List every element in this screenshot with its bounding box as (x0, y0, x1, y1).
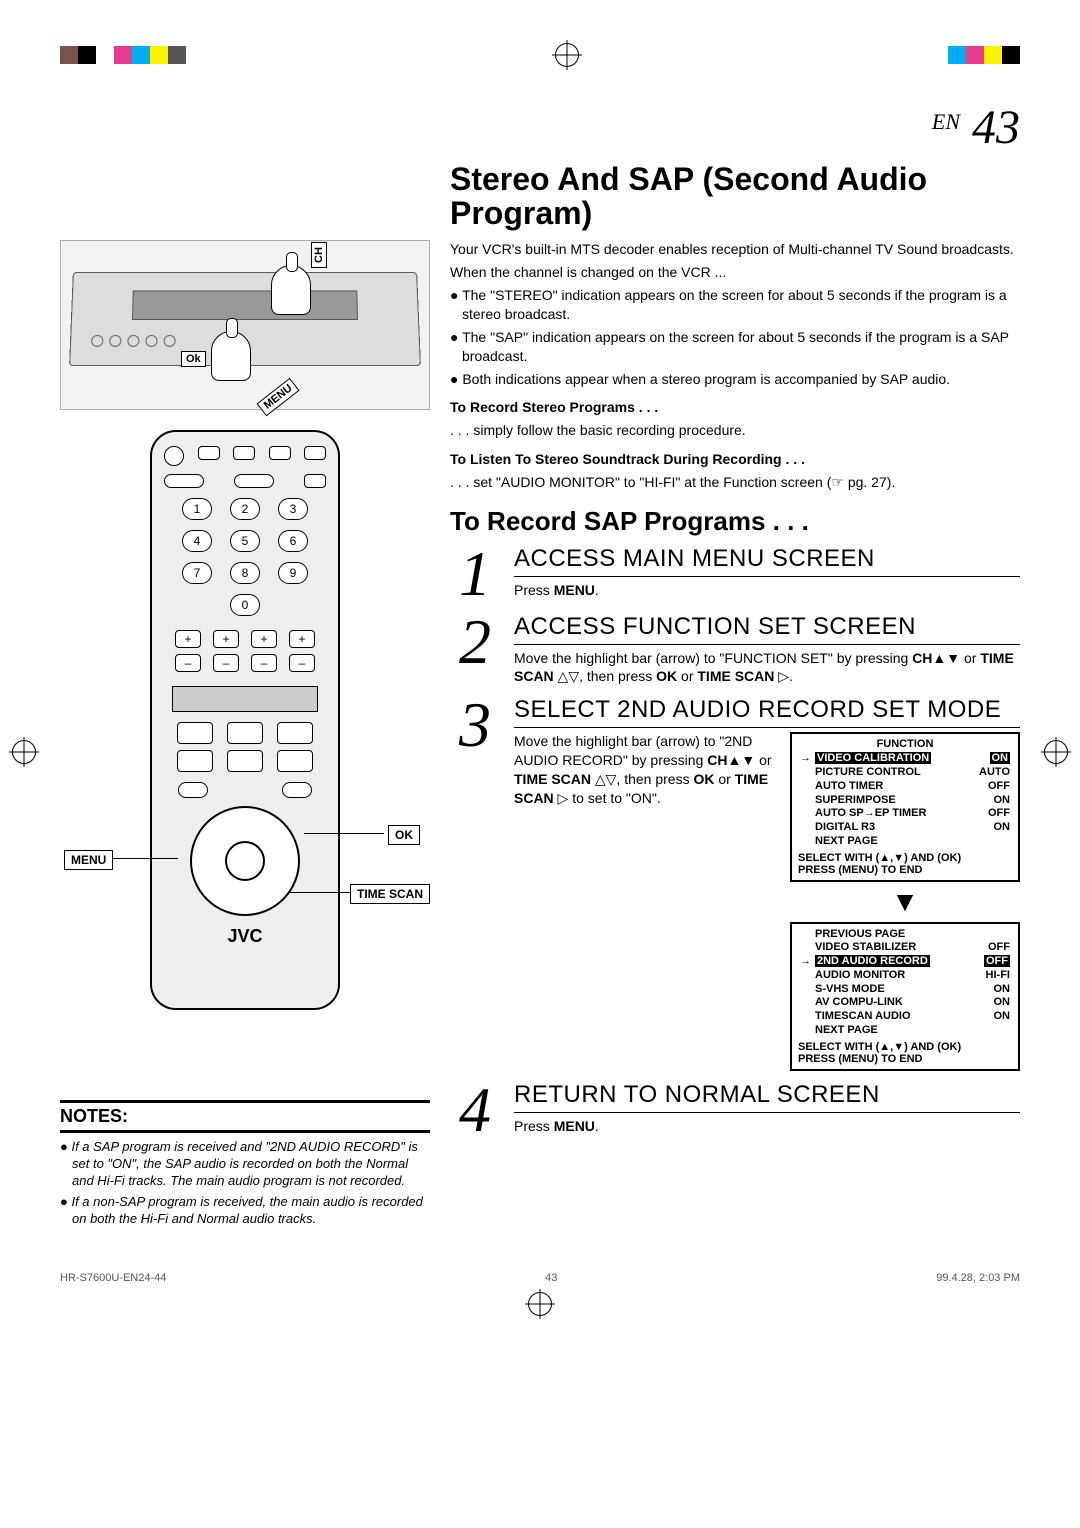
remote-illustration: 1234567890 ++++–––– JVC (60, 430, 430, 1070)
crosshair-icon (528, 1292, 552, 1316)
brand-logo: JVC (164, 926, 326, 947)
footer-left: HR-S7600U-EN24-44 (60, 1272, 166, 1284)
subheading: To Record SAP Programs . . . (450, 506, 1020, 537)
crosshair-icon (555, 43, 579, 67)
page-lang: EN (932, 109, 960, 134)
step-title: SELECT 2ND AUDIO RECORD SET MODE (514, 696, 1020, 728)
label-menu: MENU (257, 378, 300, 417)
listen-heading: To Listen To Stereo Soundtrack During Re… (450, 450, 1020, 469)
step-number: 3 (450, 696, 500, 1070)
arrow-down-icon: ▼ (790, 886, 1020, 918)
number-button: 5 (230, 530, 260, 552)
number-button: 1 (182, 498, 212, 520)
page-num-value: 43 (972, 101, 1020, 154)
label-ch: CH (311, 242, 327, 268)
hand-pointer-icon (271, 265, 311, 315)
step-title: ACCESS MAIN MENU SCREEN (514, 545, 1020, 577)
vcr-illustration: CH Ok MENU (60, 240, 430, 410)
number-button: 4 (182, 530, 212, 552)
callout-timescan: TIME SCAN (350, 884, 430, 904)
rec-stereo-heading: To Record Stereo Programs . . . (450, 398, 1020, 417)
registration-top (60, 40, 1020, 70)
note-item: ● If a non-SAP program is received, the … (60, 1194, 430, 1228)
page-footer: HR-S7600U-EN24-44 43 99.4.28, 2:03 PM (60, 1272, 1020, 1284)
number-button: 7 (182, 562, 212, 584)
listen-text: . . . set "AUDIO MONITOR" to "HI-FI" at … (450, 473, 1020, 492)
page-number: EN 43 (60, 100, 1020, 155)
step-title: ACCESS FUNCTION SET SCREEN (514, 613, 1020, 645)
intro-p2: When the channel is changed on the VCR .… (450, 263, 1020, 282)
number-button: 0 (230, 594, 260, 616)
number-button: 3 (278, 498, 308, 520)
osd-screen-1: FUNCTION→VIDEO CALIBRATIONONPICTURE CONT… (790, 732, 1020, 881)
osd-screen-2: PREVIOUS PAGEVIDEO STABILIZEROFF→2ND AUD… (790, 922, 1020, 1071)
page-title: Stereo And SAP (Second Audio Program) (450, 163, 1020, 230)
intro-bullet: ● The "STEREO" indication appears on the… (450, 286, 1020, 324)
number-button: 9 (278, 562, 308, 584)
step-number: 2 (450, 613, 500, 687)
step-number: 4 (450, 1081, 500, 1139)
color-strip-left (60, 46, 186, 64)
label-ok: Ok (181, 351, 206, 367)
step-text: Press MENU. (514, 581, 1020, 600)
callout-menu: MENU (64, 850, 113, 870)
notes-list: ● If a SAP program is received and "2ND … (60, 1139, 430, 1227)
step-title: RETURN TO NORMAL SCREEN (514, 1081, 1020, 1113)
crosshair-icon (12, 740, 36, 764)
step-text: Move the highlight bar (arrow) to "FUNCT… (514, 649, 1020, 687)
step-1: 1 ACCESS MAIN MENU SCREEN Press MENU. (450, 545, 1020, 603)
intro-p1: Your VCR's built-in MTS decoder enables … (450, 240, 1020, 259)
number-button: 6 (278, 530, 308, 552)
notes-heading: NOTES: (60, 1100, 430, 1133)
step-2: 2 ACCESS FUNCTION SET SCREEN Move the hi… (450, 613, 1020, 687)
intro-text: Your VCR's built-in MTS decoder enables … (450, 240, 1020, 492)
step-3: 3 SELECT 2ND AUDIO RECORD SET MODE Move … (450, 696, 1020, 1070)
color-strip-right (948, 46, 1020, 64)
step-text: Press MENU. (514, 1117, 1020, 1136)
hand-pointer-icon (211, 331, 251, 381)
footer-right: 99.4.28, 2:03 PM (936, 1272, 1020, 1284)
footer-mid: 43 (545, 1272, 557, 1284)
step-text: Move the highlight bar (arrow) to "2ND A… (514, 732, 780, 808)
rec-stereo-text: . . . simply follow the basic recording … (450, 421, 1020, 440)
note-item: ● If a SAP program is received and "2ND … (60, 1139, 430, 1190)
number-button: 8 (230, 562, 260, 584)
intro-bullet: ● The "SAP" indication appears on the sc… (450, 328, 1020, 366)
step-number: 1 (450, 545, 500, 603)
number-button: 2 (230, 498, 260, 520)
intro-bullet: ● Both indications appear when a stereo … (450, 370, 1020, 389)
crosshair-icon (1044, 740, 1068, 764)
callout-ok: OK (388, 825, 420, 845)
step-4: 4 RETURN TO NORMAL SCREEN Press MENU. (450, 1081, 1020, 1139)
